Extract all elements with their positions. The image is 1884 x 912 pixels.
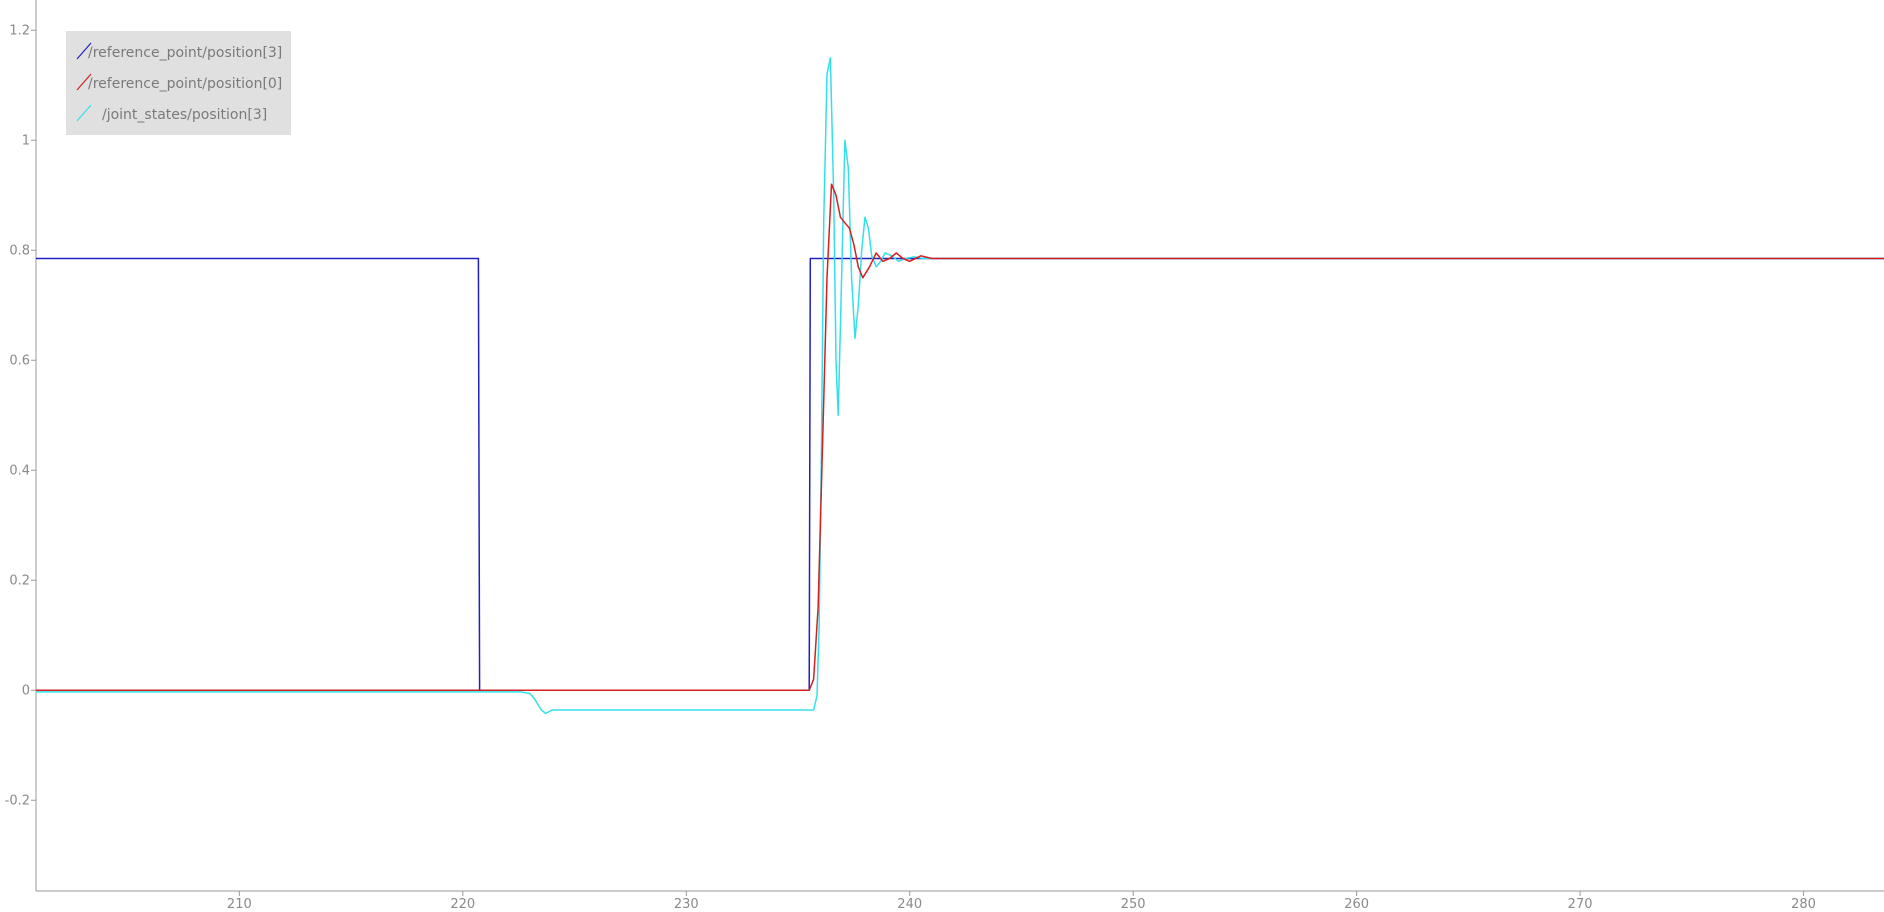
y-tick-label: 0.2 — [9, 573, 30, 588]
series-line-1 — [36, 183, 1884, 692]
x-tick-label: 280 — [1791, 897, 1816, 912]
y-axis-ticks: 1.2 1 0.8 0.6 0.4 0.2 0 -0.2 — [5, 23, 36, 808]
legend-swatch-1 — [76, 73, 92, 91]
x-tick-label: 250 — [1121, 897, 1146, 912]
y-tick-label: 0.6 — [9, 353, 30, 368]
y-tick-label: -0.2 — [5, 793, 30, 808]
legend-swatch-2 — [76, 104, 92, 122]
x-tick-label: 220 — [450, 897, 475, 912]
x-tick-label: 270 — [1568, 897, 1593, 912]
legend-box — [66, 31, 291, 135]
legend-label-2[interactable]: /joint_states/position[3] — [102, 107, 267, 123]
x-tick-label: 260 — [1344, 897, 1369, 912]
series-line-2 — [36, 57, 1884, 715]
legend-swatch-0 — [76, 42, 92, 60]
legend-label-1[interactable]: /reference_point/position[0] — [88, 76, 282, 92]
y-tick-label: 0.8 — [9, 243, 30, 258]
y-tick-label: 0 — [22, 683, 30, 698]
series-layer — [36, 57, 1884, 715]
x-tick-label: 240 — [897, 897, 922, 912]
x-tick-label: 230 — [674, 897, 699, 912]
y-tick-label: 1.2 — [9, 23, 30, 38]
y-tick-label: 0.4 — [9, 463, 30, 478]
y-tick-label: 1 — [22, 133, 30, 148]
x-axis-ticks: 210 220 230 240 250 260 270 280 — [227, 891, 1816, 912]
x-tick-label: 210 — [227, 897, 252, 912]
legend-items: /reference_point/position[3] /reference_p… — [76, 42, 282, 123]
legend-label-0[interactable]: /reference_point/position[3] — [88, 45, 282, 61]
axes — [35, 0, 1884, 892]
legend[interactable]: /reference_point/position[3] /reference_p… — [66, 31, 291, 135]
